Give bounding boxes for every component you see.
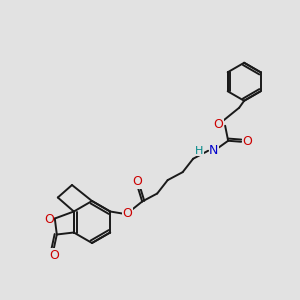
Text: N: N [209,144,218,157]
Text: O: O [213,118,223,131]
Text: H: H [195,146,203,156]
Text: O: O [49,249,59,262]
Text: O: O [122,207,132,220]
Text: O: O [242,135,252,148]
Text: O: O [44,213,54,226]
Text: O: O [132,175,142,188]
